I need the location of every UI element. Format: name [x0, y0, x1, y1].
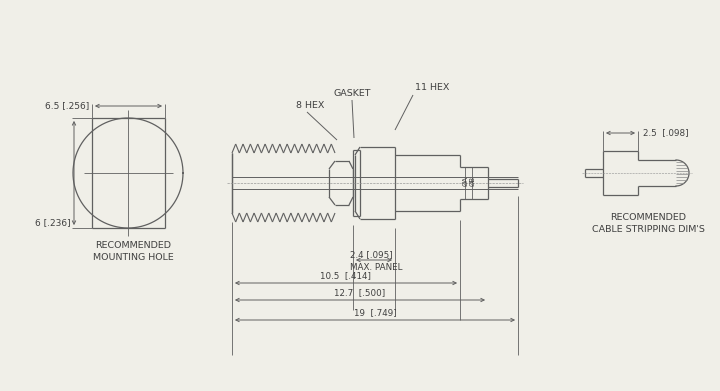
Text: MOUNTING HOLE: MOUNTING HOLE: [93, 253, 174, 262]
Text: 6 [.236]: 6 [.236]: [35, 219, 71, 228]
Text: GASKET: GASKET: [333, 88, 371, 97]
Text: 8 HEX: 8 HEX: [296, 100, 325, 109]
Text: 10.5  [.414]: 10.5 [.414]: [320, 271, 372, 280]
Text: 6.5 [.256]: 6.5 [.256]: [45, 102, 89, 111]
Text: 11 HEX: 11 HEX: [415, 84, 449, 93]
Text: 19  [.749]: 19 [.749]: [354, 308, 397, 317]
Text: 12.7  [.500]: 12.7 [.500]: [334, 289, 386, 298]
Text: 2.4 [.095]: 2.4 [.095]: [350, 251, 392, 260]
Text: 2.5  [.098]: 2.5 [.098]: [643, 129, 688, 138]
Text: RECOMMENDED: RECOMMENDED: [610, 212, 686, 221]
Text: MAX. PANEL: MAX. PANEL: [350, 262, 402, 271]
Text: ØA: ØA: [463, 176, 469, 186]
Text: CABLE STRIPPING DIM'S: CABLE STRIPPING DIM'S: [592, 224, 704, 233]
Text: ØB: ØB: [470, 176, 476, 186]
Text: RECOMMENDED: RECOMMENDED: [95, 242, 171, 251]
